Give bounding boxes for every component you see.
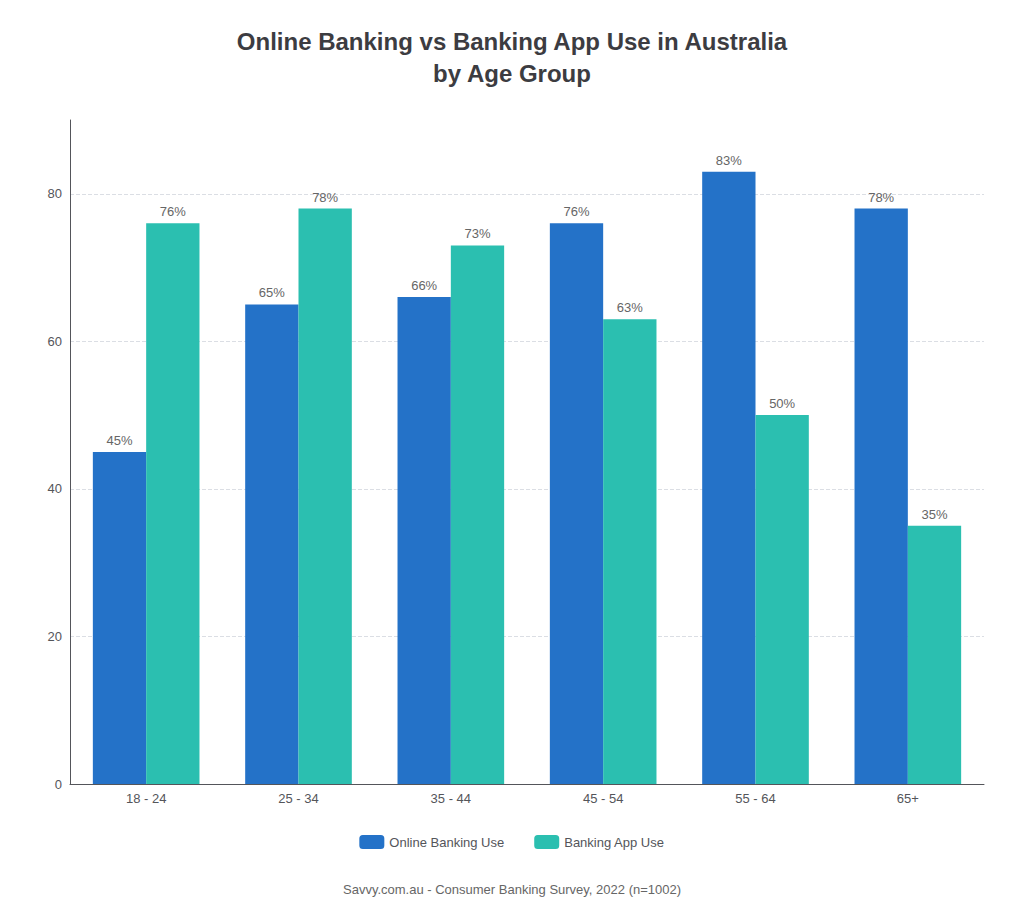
svg-text:18 - 24: 18 - 24 [126,791,166,806]
svg-text:78%: 78% [312,190,338,205]
svg-text:83%: 83% [716,153,742,168]
svg-text:35 - 44: 35 - 44 [431,791,471,806]
svg-text:20: 20 [48,629,62,644]
svg-text:Online Banking vs Banking App: Online Banking vs Banking App Use in Aus… [237,28,788,55]
svg-text:65%: 65% [259,285,285,300]
svg-text:80: 80 [48,186,62,201]
svg-text:40: 40 [48,481,62,496]
svg-text:60: 60 [48,334,62,349]
svg-text:65+: 65+ [897,791,919,806]
svg-text:73%: 73% [464,226,490,241]
svg-text:Online Banking Use: Online Banking Use [389,835,504,850]
svg-text:50%: 50% [769,396,795,411]
svg-text:25 - 34: 25 - 34 [278,791,318,806]
svg-text:76%: 76% [160,204,186,219]
svg-text:0: 0 [55,777,62,792]
svg-text:Savvy.com.au - Consumer Bankin: Savvy.com.au - Consumer Banking Survey, … [343,882,681,897]
svg-text:45 - 54: 45 - 54 [583,791,623,806]
svg-text:66%: 66% [411,278,437,293]
svg-text:by Age Group: by Age Group [433,60,591,87]
svg-text:76%: 76% [563,204,589,219]
svg-text:78%: 78% [868,190,894,205]
svg-text:63%: 63% [617,300,643,315]
svg-text:45%: 45% [106,433,132,448]
svg-text:Banking App Use: Banking App Use [564,835,664,850]
svg-text:55 - 64: 55 - 64 [735,791,775,806]
svg-text:35%: 35% [921,507,947,522]
